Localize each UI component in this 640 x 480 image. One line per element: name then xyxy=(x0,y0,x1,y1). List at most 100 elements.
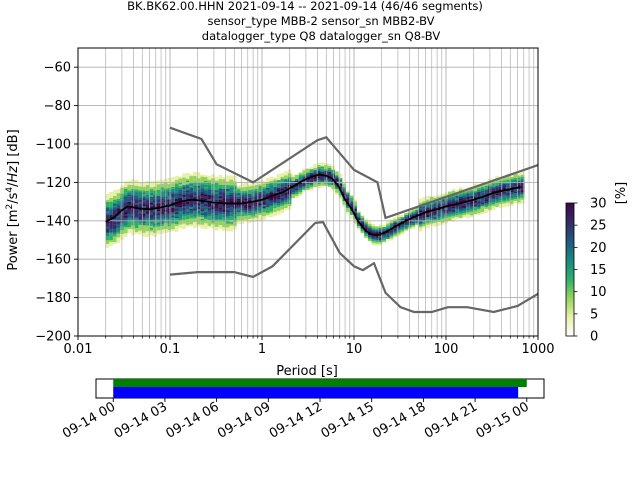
heatmap-cell xyxy=(455,209,459,212)
heatmap-cell xyxy=(375,237,379,240)
heatmap-cell xyxy=(185,215,190,218)
heatmap-cell xyxy=(134,201,139,204)
heatmap-cell xyxy=(109,192,113,195)
heatmap-cell xyxy=(437,204,441,207)
heatmap-cell xyxy=(214,194,219,197)
heatmap-cell xyxy=(458,208,463,211)
heatmap-cell xyxy=(400,232,405,235)
heatmap-cell xyxy=(214,195,219,198)
heatmap-cell xyxy=(225,188,230,191)
heatmap-cell xyxy=(422,204,427,207)
heatmap-cell xyxy=(433,201,437,204)
heatmap-cell xyxy=(229,206,234,209)
heatmap-cell xyxy=(480,204,485,207)
heatmap-cell xyxy=(440,199,445,202)
heatmap-cell xyxy=(204,205,208,208)
heatmap-cell xyxy=(174,227,179,230)
heatmap-cell xyxy=(171,188,175,191)
heatmap-cell xyxy=(316,166,321,169)
heatmap-cell xyxy=(171,190,175,193)
heatmap-cell xyxy=(174,200,179,203)
heatmap-cell xyxy=(233,179,237,182)
heatmap-cell xyxy=(513,185,518,188)
heatmap-cell xyxy=(400,224,405,227)
heatmap-cell xyxy=(171,192,175,195)
heatmap-cell xyxy=(156,195,161,198)
heatmap-cell xyxy=(138,217,143,220)
heatmap-cell xyxy=(520,186,525,189)
heatmap-cell xyxy=(105,238,110,241)
heatmap-cell xyxy=(404,224,408,227)
heatmap-cell xyxy=(378,228,383,231)
heatmap-cell xyxy=(229,223,234,226)
heatmap-cell xyxy=(229,208,234,211)
heatmap-cell xyxy=(258,203,263,206)
heatmap-cell xyxy=(222,215,226,218)
heatmap-cell xyxy=(142,186,146,189)
heatmap-cell xyxy=(295,178,299,181)
heatmap-cell xyxy=(509,197,514,200)
heatmap-cell xyxy=(138,211,143,214)
heatmap-cell xyxy=(149,200,153,203)
heatmap-cell xyxy=(269,194,274,197)
heatmap-cell xyxy=(440,211,445,214)
heatmap-cell xyxy=(145,198,150,201)
heatmap-cell xyxy=(138,209,143,212)
heatmap-cell xyxy=(393,230,397,233)
heatmap-cell xyxy=(349,201,354,204)
heatmap-cell xyxy=(171,177,175,180)
heatmap-cell xyxy=(458,216,463,219)
heatmap-cell xyxy=(309,171,314,174)
heatmap-cell xyxy=(218,200,223,203)
heatmap-cell xyxy=(116,202,121,205)
heatmap-cell xyxy=(517,179,521,182)
heatmap-cell xyxy=(113,207,117,210)
heatmap-cell xyxy=(509,199,514,202)
heatmap-cell xyxy=(167,193,172,196)
heatmap-cell xyxy=(506,192,510,195)
heatmap-cell xyxy=(338,183,343,186)
heatmap-cell xyxy=(189,222,193,225)
heatmap-cell xyxy=(491,196,496,199)
heatmap-cell xyxy=(517,192,521,195)
heatmap-cell xyxy=(182,211,186,214)
heatmap-cell xyxy=(116,208,121,211)
heatmap-cell xyxy=(455,205,459,208)
heatmap-cell xyxy=(415,209,419,212)
heatmap-cell xyxy=(309,169,314,172)
heatmap-cell xyxy=(225,217,230,220)
heatmap-cell xyxy=(229,183,234,186)
heatmap-cell xyxy=(284,192,288,195)
heatmap-cell xyxy=(498,179,503,182)
heatmap-cell xyxy=(113,211,117,214)
heatmap-cell xyxy=(127,180,132,183)
heatmap-cell xyxy=(495,202,499,205)
heatmap-cell xyxy=(211,212,215,215)
heatmap-cell xyxy=(171,229,175,232)
heatmap-cell xyxy=(469,205,474,208)
heatmap-cell xyxy=(477,193,481,196)
heatmap-cell xyxy=(134,195,139,198)
heatmap-cell xyxy=(123,211,128,214)
heatmap-cell xyxy=(174,223,179,226)
heatmap-cell xyxy=(211,193,215,196)
heatmap-cell xyxy=(458,189,463,192)
heatmap-cell xyxy=(400,230,405,233)
heatmap-cell xyxy=(207,198,212,201)
heatmap-cell xyxy=(123,192,128,195)
heatmap-cell xyxy=(145,229,150,232)
heatmap-cell xyxy=(440,195,445,198)
heatmap-cell xyxy=(437,200,441,203)
heatmap-cell xyxy=(273,177,277,180)
heatmap-cell xyxy=(214,209,219,212)
heatmap-cell xyxy=(422,208,427,211)
heatmap-cell xyxy=(123,204,128,207)
heatmap-cell xyxy=(233,198,237,201)
heatmap-cell xyxy=(142,217,146,220)
heatmap-cell xyxy=(306,186,310,189)
heatmap-cell xyxy=(509,186,514,189)
heatmap-cell xyxy=(229,177,234,180)
timeline-tick-label: 09-14 03 xyxy=(112,399,170,441)
heatmap-cell xyxy=(178,195,183,198)
